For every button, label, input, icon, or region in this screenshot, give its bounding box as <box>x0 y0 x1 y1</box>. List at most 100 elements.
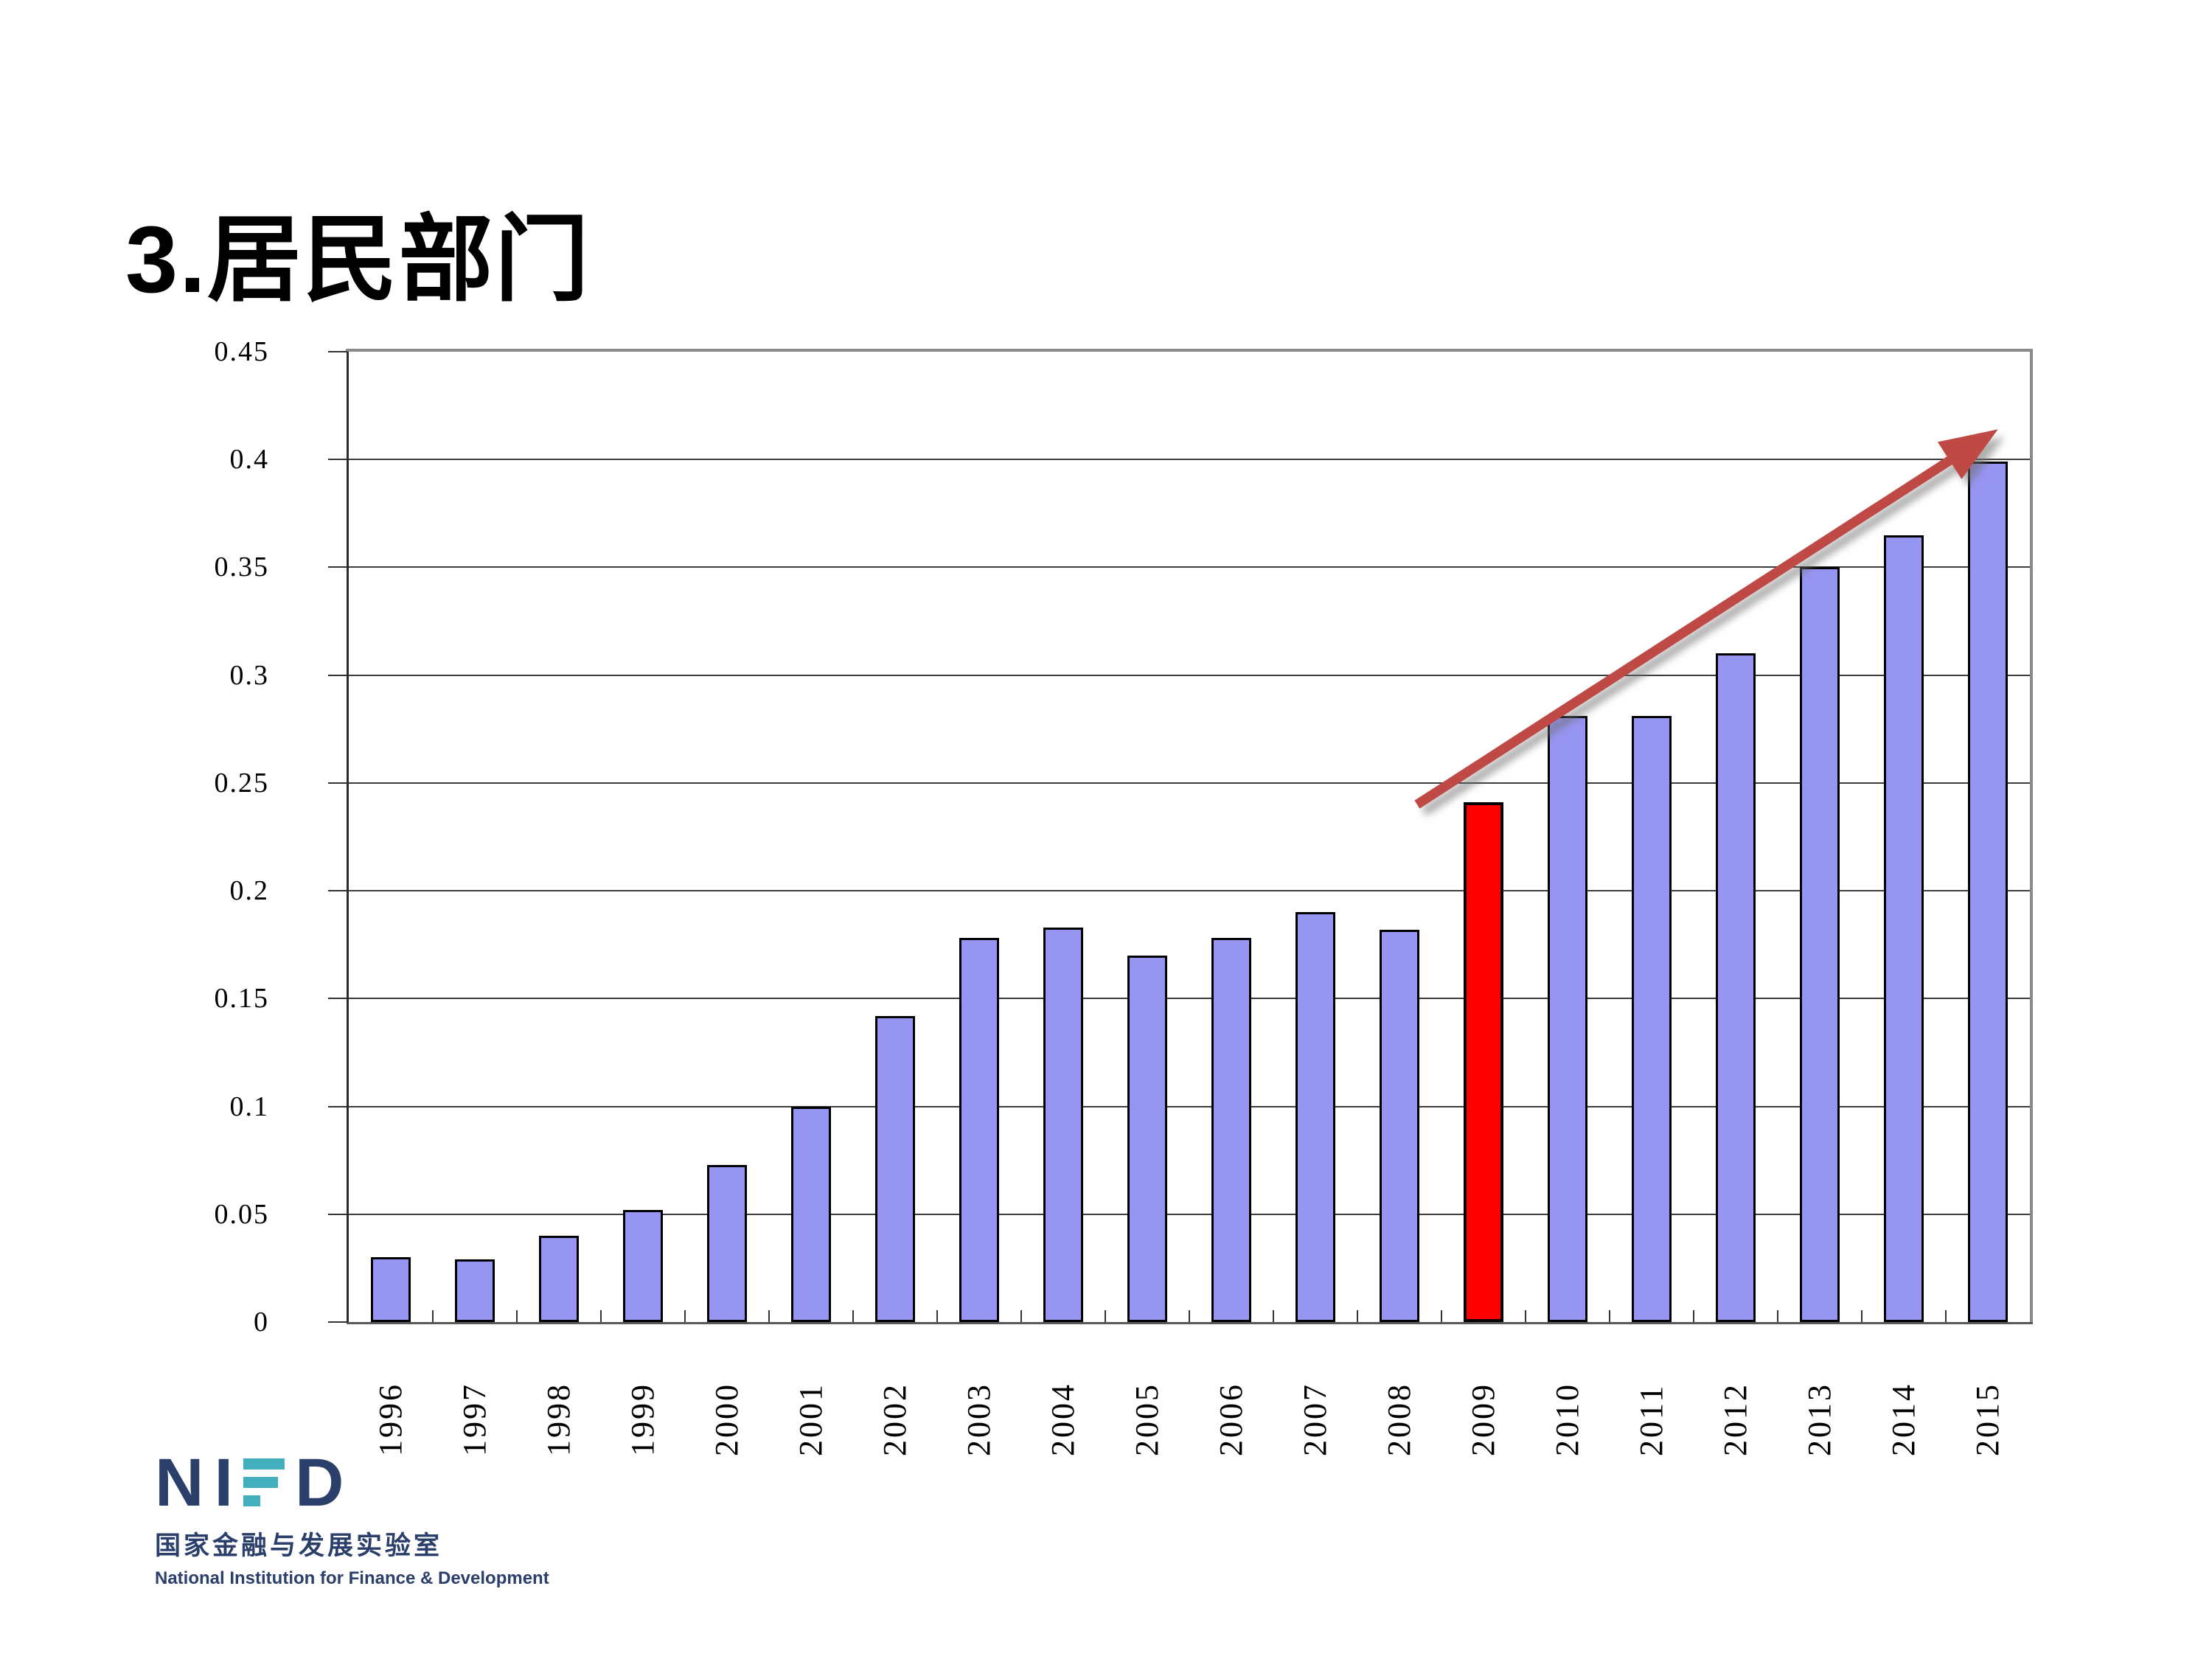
x-axis-label-2001: 2001 <box>793 1382 829 1456</box>
gridline <box>349 1106 2030 1107</box>
y-axis-tick <box>328 1106 347 1107</box>
bar-2002 <box>875 1016 915 1322</box>
y-axis-label-0.3: 0.3 <box>229 660 269 691</box>
x-axis-tick <box>684 1310 686 1322</box>
plot-border-right <box>2030 349 2033 1324</box>
x-axis-label-2004: 2004 <box>1045 1382 1081 1456</box>
bar-2008 <box>1380 930 1419 1322</box>
y-axis-label-0.05: 0.05 <box>214 1199 269 1230</box>
bar-2007 <box>1295 912 1335 1322</box>
plot-area <box>349 352 2030 1322</box>
y-axis-label-0: 0 <box>254 1307 269 1338</box>
bar-2011 <box>1632 716 1672 1322</box>
x-axis-tick <box>936 1310 938 1322</box>
gridline <box>349 566 2030 568</box>
x-axis-tick <box>768 1310 770 1322</box>
x-axis-label-1999: 1999 <box>625 1382 661 1456</box>
bar-2012 <box>1716 653 1756 1322</box>
x-axis-tick <box>1525 1310 1526 1322</box>
bar-2001 <box>791 1107 831 1322</box>
gridline <box>349 675 2030 676</box>
x-axis-tick <box>1441 1310 1442 1322</box>
x-axis-label-2005: 2005 <box>1129 1382 1165 1456</box>
plot-border-top <box>346 349 2033 352</box>
gridline <box>349 782 2030 784</box>
bar-2006 <box>1211 938 1251 1322</box>
x-axis-tick <box>852 1310 854 1322</box>
logo-letter-i: I <box>214 1445 234 1520</box>
x-axis-tick <box>1777 1310 1778 1322</box>
x-axis-label-2007: 2007 <box>1297 1382 1333 1456</box>
logo-f-bar-middle <box>243 1477 279 1488</box>
y-axis-label-0.45: 0.45 <box>214 336 269 367</box>
y-axis-label-0.4: 0.4 <box>229 444 269 475</box>
x-axis-tick <box>1273 1310 1274 1322</box>
logo-letter-f-icon <box>243 1458 285 1507</box>
logo-chinese-name: 国家金融与发展实验室 <box>155 1531 443 1560</box>
x-axis-label-2010: 2010 <box>1549 1382 1585 1456</box>
logo-f-bar-top <box>243 1458 285 1470</box>
y-axis-line <box>347 352 349 1322</box>
x-axis-tick <box>432 1310 434 1322</box>
y-axis-tick <box>328 459 347 460</box>
y-axis-tick <box>328 351 347 352</box>
bar-2004 <box>1043 928 1083 1322</box>
logo-letter-d: D <box>295 1445 344 1520</box>
bar-2014 <box>1884 535 1924 1322</box>
x-axis-label-2006: 2006 <box>1213 1382 1249 1456</box>
bar-2000 <box>707 1165 747 1322</box>
bar-1998 <box>539 1236 579 1322</box>
y-axis-tick <box>328 998 347 999</box>
gridline <box>349 459 2030 460</box>
x-axis-tick <box>516 1310 518 1322</box>
x-axis-label-2011: 2011 <box>1633 1383 1669 1456</box>
x-axis-label-2014: 2014 <box>1885 1382 1921 1456</box>
x-axis-label-2008: 2008 <box>1381 1382 1417 1456</box>
x-axis-label-2000: 2000 <box>709 1382 745 1456</box>
x-axis-tick <box>1609 1310 1610 1322</box>
x-axis-line <box>347 1322 2033 1324</box>
y-axis-label-0.2: 0.2 <box>229 875 269 906</box>
gridline <box>349 998 2030 999</box>
logo-wordmark: N I D <box>155 1445 549 1520</box>
x-axis-tick <box>1693 1310 1694 1322</box>
bar-1999 <box>623 1210 663 1322</box>
page-title: 3.居民部门 <box>125 207 591 313</box>
x-axis-label-2009: 2009 <box>1465 1382 1501 1456</box>
x-axis-label-1997: 1997 <box>456 1382 493 1456</box>
bar-2010 <box>1548 716 1587 1322</box>
y-axis-tick <box>328 675 347 676</box>
bar-2015 <box>1968 462 2008 1322</box>
trend-arrow <box>1414 429 1998 809</box>
bar-2003 <box>959 938 999 1322</box>
x-axis-label-2015: 2015 <box>1969 1382 2006 1456</box>
logo-letter-n: N <box>155 1445 204 1520</box>
nifd-logo: N I D 国家金融与发展实验室 National Institution fo… <box>155 1445 549 1589</box>
y-axis-tick <box>328 566 347 568</box>
y-axis-label-0.15: 0.15 <box>214 983 269 1014</box>
y-axis-label-0.25: 0.25 <box>214 768 269 799</box>
y-axis-tick <box>328 1321 347 1323</box>
y-axis-label-0.35: 0.35 <box>214 552 269 582</box>
x-axis-tick <box>1020 1310 1022 1322</box>
bar-2009 <box>1464 802 1503 1322</box>
x-axis-label-2012: 2012 <box>1717 1382 1753 1456</box>
x-axis-label-2013: 2013 <box>1801 1382 1837 1456</box>
y-axis-label-0.1: 0.1 <box>229 1091 269 1122</box>
y-axis-tick <box>328 1214 347 1215</box>
bar-2005 <box>1127 956 1167 1322</box>
x-axis-tick <box>1357 1310 1358 1322</box>
bar-1996 <box>371 1257 411 1322</box>
y-axis-tick <box>328 890 347 891</box>
logo-english-name: National Institution for Finance & Devel… <box>155 1568 549 1588</box>
x-axis-label-1996: 1996 <box>372 1382 408 1456</box>
bar-2013 <box>1800 567 1840 1322</box>
gridline <box>349 890 2030 891</box>
x-axis-label-2003: 2003 <box>961 1382 997 1456</box>
gridline <box>349 1214 2030 1215</box>
x-axis-tick <box>1189 1310 1190 1322</box>
bar-1997 <box>455 1259 495 1322</box>
x-axis-tick <box>1945 1310 1947 1322</box>
y-axis-tick <box>328 782 347 784</box>
